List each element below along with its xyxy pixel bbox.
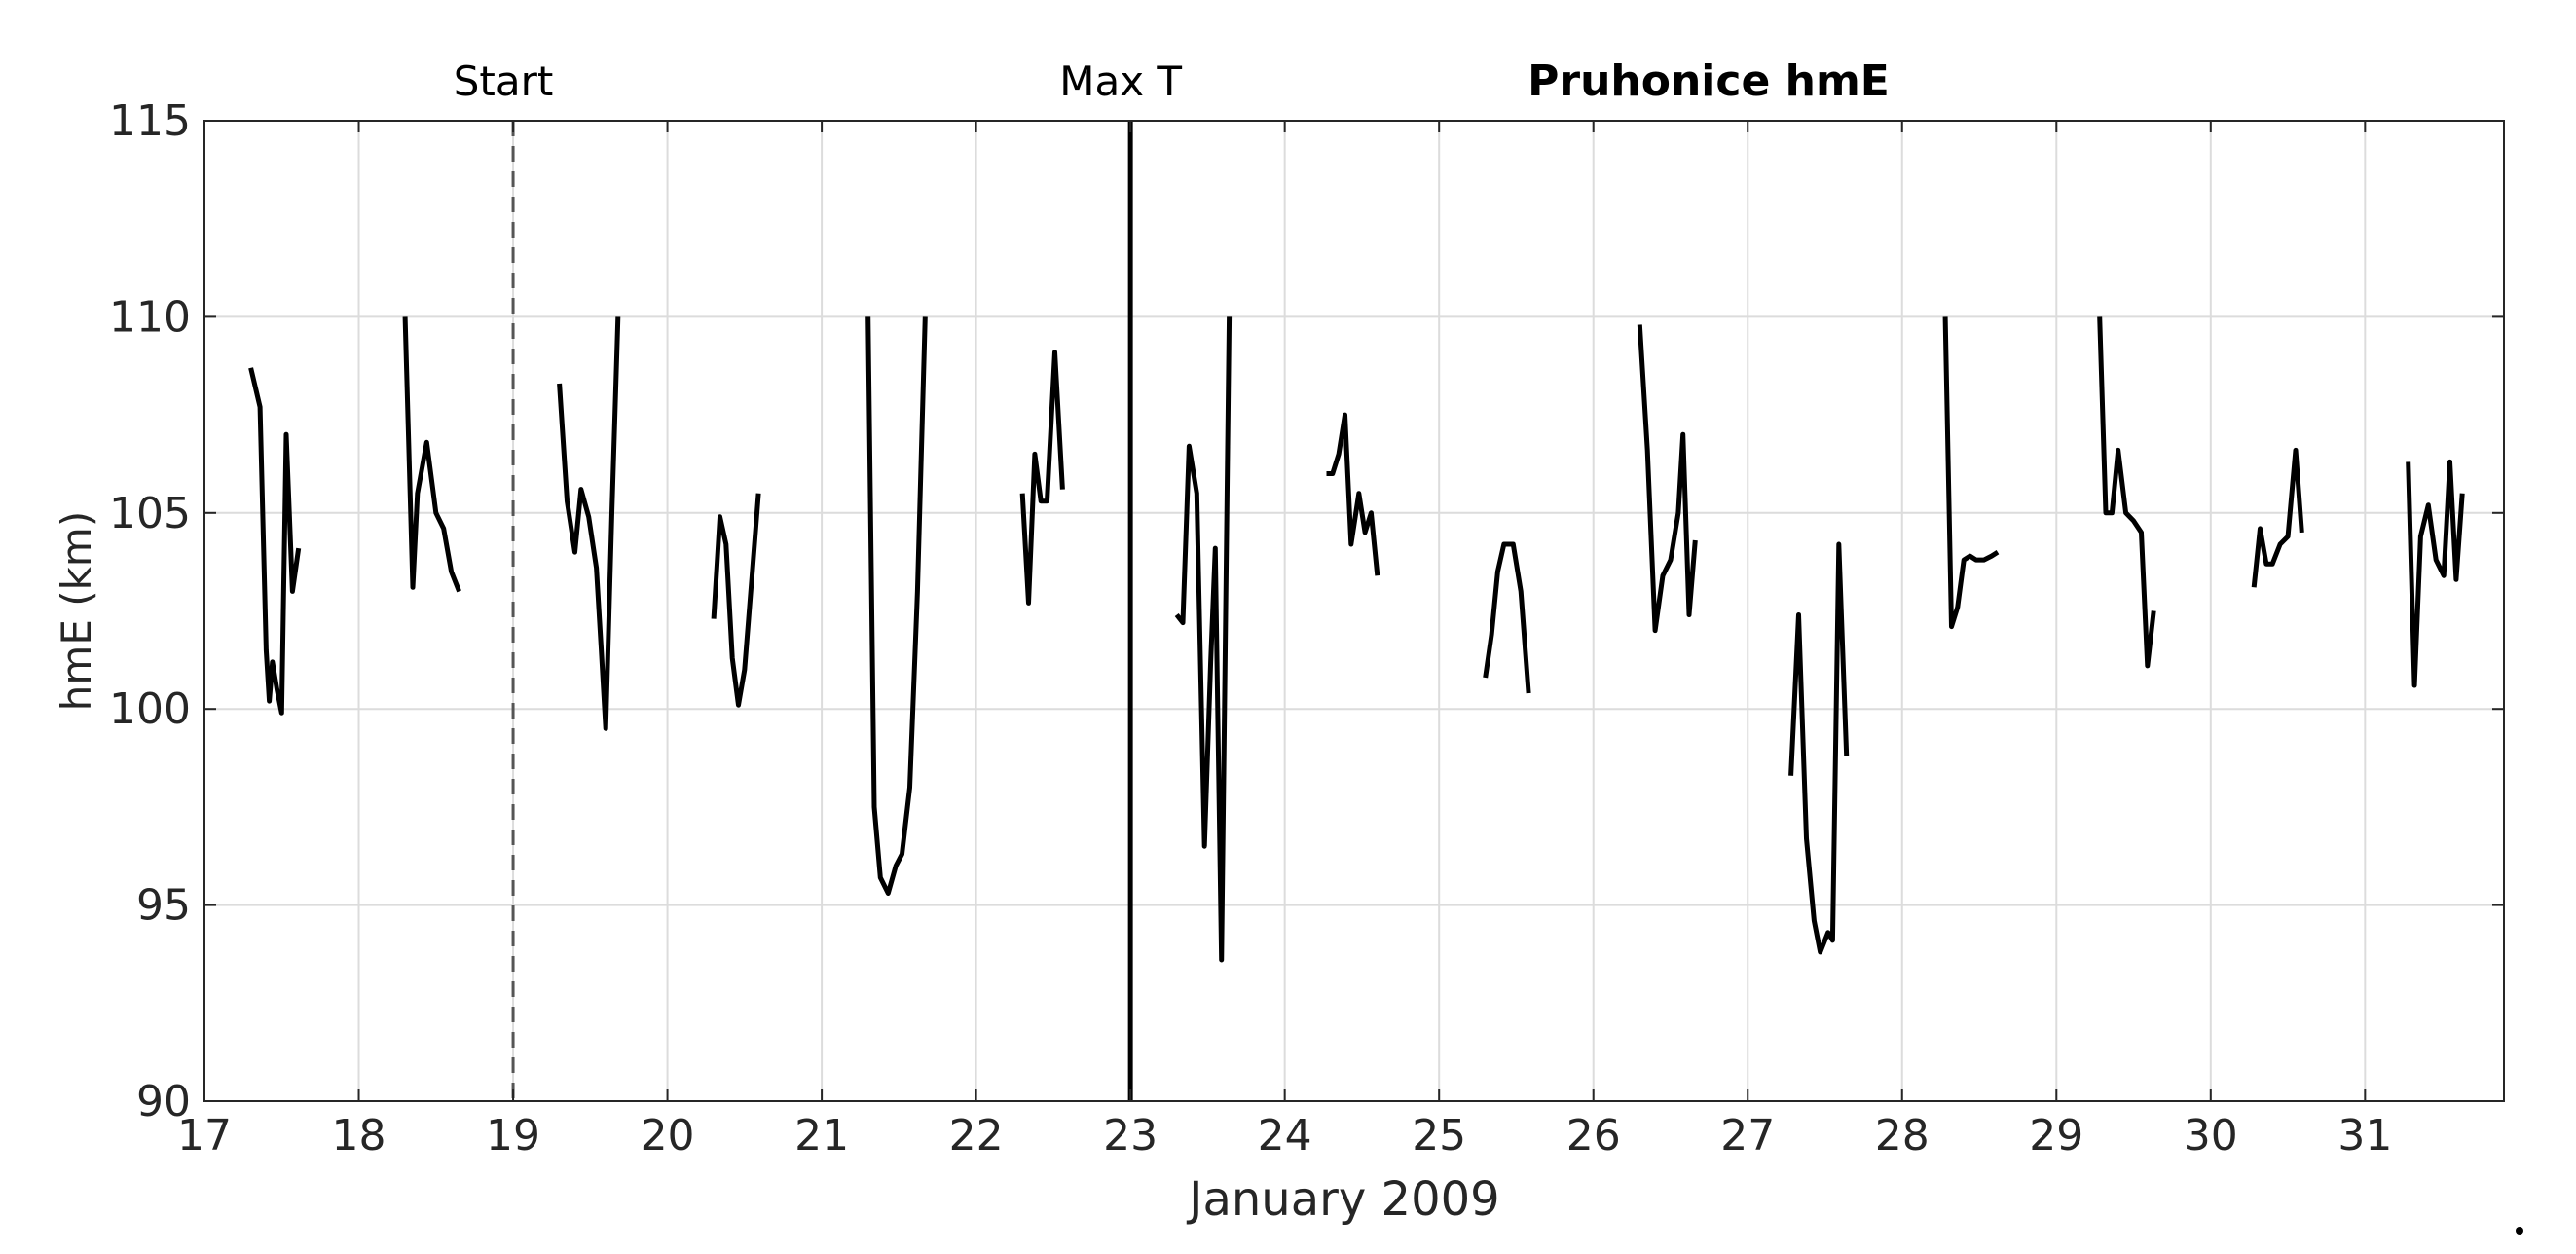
series-segment — [2251, 447, 2304, 588]
series-segment — [1019, 350, 1065, 606]
y-tick-label: 95 — [136, 881, 191, 931]
x-tick-label: 27 — [1720, 1111, 1775, 1161]
x-tick-label: 19 — [486, 1111, 540, 1161]
series-segment — [865, 316, 928, 896]
x-tick-label: 23 — [1103, 1111, 1158, 1161]
y-tick-label: 110 — [109, 292, 191, 342]
series-segment — [557, 316, 621, 731]
x-tick-label: 18 — [332, 1111, 386, 1161]
x-tick-label: 29 — [2029, 1111, 2083, 1161]
plot-frame — [203, 120, 2505, 1102]
series-segment — [711, 493, 761, 708]
x-tick-label: 25 — [1412, 1111, 1466, 1161]
series-hme — [248, 316, 2465, 963]
chart-title: Pruhonice hmE — [1527, 56, 1890, 106]
x-tick-label: 21 — [794, 1111, 849, 1161]
series-segment — [1174, 316, 1233, 963]
event-label: Start — [454, 57, 554, 105]
series-segment — [2097, 316, 2156, 669]
event-label: Max T — [1059, 57, 1182, 105]
y-axis-label: hmE (km) — [53, 511, 100, 711]
y-tick-label: 90 — [136, 1077, 191, 1126]
x-tick-label: 17 — [177, 1111, 232, 1161]
series-segment — [1483, 541, 1531, 694]
x-tick-label: 30 — [2184, 1111, 2238, 1161]
x-tick-label: 24 — [1258, 1111, 1312, 1161]
x-tick-label: 31 — [2337, 1111, 2392, 1161]
y-tick-label: 105 — [109, 489, 191, 538]
series-segment — [248, 367, 302, 716]
stray-dot — [2516, 1227, 2523, 1235]
x-tick-label: 26 — [1566, 1111, 1621, 1161]
series-segment — [2406, 459, 2465, 688]
y-tick-label: 115 — [109, 96, 191, 146]
x-axis-label: January 2009 — [1186, 1172, 1499, 1227]
y-axis-ticks: 90 95 100 105 110 115 — [109, 96, 2504, 1126]
event-markers: Start Max T — [454, 57, 1182, 1101]
series-segment — [1942, 316, 2000, 630]
series-segment — [1788, 541, 1850, 955]
x-tick-label: 22 — [949, 1111, 1004, 1161]
grid-lines — [203, 120, 2504, 1102]
series-segment — [402, 316, 461, 593]
series-segment — [1637, 324, 1698, 634]
series-segment — [1326, 412, 1380, 576]
x-tick-label: 28 — [1875, 1111, 1930, 1161]
x-tick-label: 20 — [641, 1111, 695, 1161]
x-axis-ticks: 17 18 19 20 21 22 23 24 25 26 27 28 29 30 31 — [177, 121, 2392, 1161]
y-tick-label: 100 — [109, 684, 191, 734]
